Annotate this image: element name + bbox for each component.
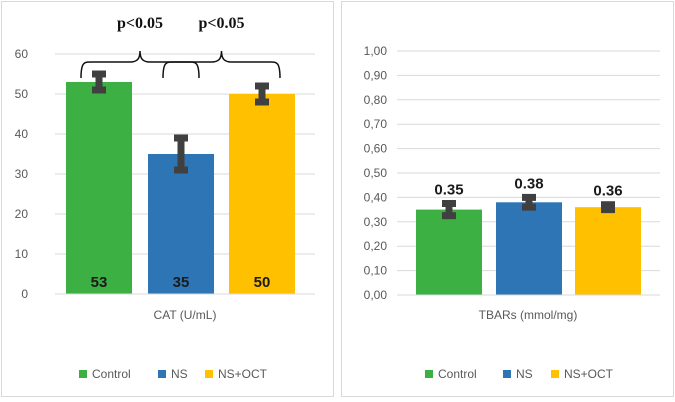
y-tick-label: 40 — [15, 127, 29, 141]
y-tick-label: 0,40 — [364, 190, 388, 204]
legend-label-control: Control — [438, 367, 477, 381]
legend-swatch-control — [79, 370, 87, 378]
data-label: 0.38 — [514, 175, 543, 192]
y-tick-label: 60 — [15, 47, 29, 61]
y-tick-label: 50 — [15, 87, 29, 101]
tbars-chart-panel: 0,00 0,10 0,20 0,30 0,40 0,50 0,60 0,70 0,80 0,90… — [341, 1, 674, 397]
legend-label-ns-oct: NS+OCT — [218, 367, 268, 381]
legend-swatch-control — [425, 370, 433, 378]
y-tick-label: 0,50 — [364, 166, 388, 180]
legend-label-ns: NS — [516, 367, 533, 381]
data-label: 53 — [91, 274, 108, 291]
data-label: 35 — [173, 274, 190, 291]
bar-control — [66, 82, 132, 294]
y-tick-label: 30 — [15, 167, 29, 181]
significance-label: p<0.05 — [198, 15, 244, 32]
legend-swatch-ns — [503, 370, 511, 378]
data-label: 50 — [254, 274, 271, 291]
cat-chart-panel: 0 10 20 30 40 50 60 53 35 50 p<0.05 p<0.05 CAT (U… — [1, 1, 334, 397]
legend-swatch-ns — [158, 370, 166, 378]
bar-control — [416, 209, 482, 295]
x-axis-label: CAT (U/mL) — [154, 308, 217, 322]
legend-swatch-ns-oct — [551, 370, 559, 378]
y-tick-label: 0,00 — [364, 288, 388, 302]
y-tick-label: 0,20 — [364, 239, 388, 253]
significance-label: p<0.05 — [117, 15, 163, 32]
y-tick-label: 0,10 — [364, 264, 388, 278]
legend-label-ns: NS — [171, 367, 188, 381]
x-axis-label: TBARs (mmol/mg) — [479, 308, 578, 322]
bar-ns — [496, 202, 562, 295]
bar-ns-oct — [575, 207, 641, 295]
y-tick-label: 0,60 — [364, 142, 388, 156]
y-tick-label: 20 — [15, 207, 29, 221]
legend-label-ns-oct: NS+OCT — [564, 367, 614, 381]
y-tick-label: 0 — [21, 287, 28, 301]
y-tick-label: 1,00 — [364, 44, 388, 58]
data-label: 0.36 — [593, 183, 622, 200]
legend-swatch-ns-oct — [205, 370, 213, 378]
y-tick-label: 0,70 — [364, 117, 388, 131]
data-label: 0.35 — [434, 182, 463, 199]
bar-ns — [148, 154, 214, 294]
y-tick-label: 0,90 — [364, 68, 388, 82]
significance-bracket — [162, 50, 281, 79]
bar-ns-oct — [229, 94, 295, 294]
cat-chart: 0 10 20 30 40 50 60 53 35 50 p<0.05 p<0.05 CAT (U… — [15, 15, 315, 381]
y-tick-label: 10 — [15, 247, 29, 261]
legend-label-control: Control — [92, 367, 131, 381]
tbars-chart: 0,00 0,10 0,20 0,30 0,40 0,50 0,60 0,70 0,80 0,90… — [364, 44, 660, 381]
y-tick-label: 0,30 — [364, 215, 388, 229]
y-tick-label: 0,80 — [364, 93, 388, 107]
